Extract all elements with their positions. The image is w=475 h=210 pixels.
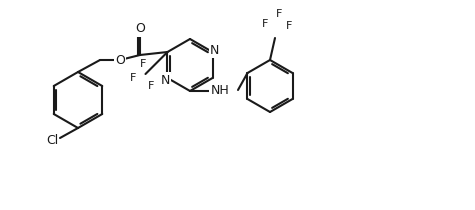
Text: F: F (148, 81, 155, 91)
Text: N: N (161, 74, 170, 87)
Text: F: F (262, 19, 268, 29)
Text: N: N (210, 43, 219, 56)
Text: F: F (286, 21, 292, 31)
Text: F: F (276, 9, 282, 19)
Text: F: F (140, 59, 147, 69)
Text: Cl: Cl (46, 134, 58, 147)
Text: F: F (130, 73, 137, 83)
Text: NH: NH (210, 84, 229, 97)
Text: O: O (115, 54, 125, 67)
Text: O: O (135, 22, 145, 35)
